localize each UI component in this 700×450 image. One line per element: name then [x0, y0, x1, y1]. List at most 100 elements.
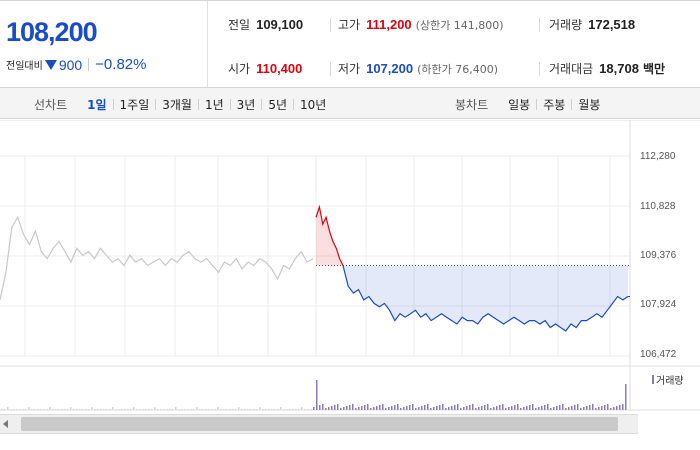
volume-bar [97, 409, 99, 410]
price-chart[interactable]: 112,280 110,828 109,376 107,924 106,472 … [0, 120, 700, 450]
volume-bar [220, 409, 222, 410]
volume-bar [469, 405, 471, 410]
volume-bar [472, 404, 474, 410]
volume-bar [616, 406, 618, 410]
price-change-row: 전일대비 900 −0.82% [6, 56, 146, 73]
volume-bar [586, 406, 588, 410]
y-tick-label: 109,376 [640, 250, 677, 261]
volume-bar [436, 406, 438, 410]
volume-bar [109, 409, 111, 410]
tab-1y[interactable]: 1년 [204, 98, 224, 112]
current-price-box: 108,200 전일대비 900 −0.82% [0, 1, 208, 87]
volume-bar [19, 409, 21, 410]
volume-bar [223, 409, 225, 410]
volume-bar [319, 405, 321, 410]
volume-bar [367, 404, 369, 410]
tab-10y[interactable]: 10년 [300, 98, 327, 112]
tab-1d[interactable]: 1일 [87, 98, 107, 112]
volume-bar [559, 405, 561, 410]
volume-bar [355, 408, 357, 410]
volume-bar [613, 407, 615, 410]
volume-bar [10, 409, 12, 410]
volume-bar [346, 406, 348, 410]
volume-bar [382, 404, 384, 410]
volume-bar [466, 406, 468, 410]
volume-bar [343, 407, 345, 410]
tab-3m[interactable]: 3개월 [162, 98, 192, 112]
scroll-thumb[interactable] [21, 417, 618, 431]
volume-bar [115, 409, 117, 410]
volume-bar [181, 409, 183, 410]
tab-monthly[interactable]: 월봉 [578, 98, 601, 112]
volume-bar [556, 406, 558, 410]
tab-1w[interactable]: 1주일 [119, 98, 150, 112]
above-reference-fill [316, 207, 343, 266]
tab-weekly[interactable]: 주봉 [543, 98, 566, 112]
volume-bar [1, 409, 3, 410]
volume-bar [595, 408, 597, 410]
volume-bar [379, 405, 381, 410]
chart-lines [0, 204, 630, 332]
volume-bar [397, 404, 399, 410]
volume-bar [598, 407, 600, 410]
divider [330, 18, 331, 32]
volume-bar [607, 404, 609, 410]
volume-bar [16, 409, 18, 410]
volume-bar [274, 409, 276, 410]
volume-bar [295, 409, 297, 410]
volume-bar [439, 405, 441, 410]
volume-bar [298, 409, 300, 410]
volume-bar [517, 404, 519, 410]
volume-bar [166, 409, 168, 410]
divider [539, 18, 540, 32]
volume-bar [589, 405, 591, 410]
volume-bar [364, 405, 366, 410]
lower-limit: (하한가 76,400) [417, 63, 499, 76]
volume-bar [412, 404, 414, 410]
volume-bar [508, 407, 510, 410]
prev-close-value: 109,100 [256, 17, 304, 32]
chart-period-tabs: 선차트 1일 1주일 3개월 1년 3년 5년 10년 봉차트 일봉 주봉 월봉 [0, 88, 700, 119]
volume-bar [391, 406, 393, 410]
volume-bar [496, 406, 498, 410]
volume-bar [487, 404, 489, 410]
divider [88, 58, 90, 71]
scroll-left-arrow-icon[interactable] [3, 420, 8, 428]
price-series-line [315, 204, 344, 266]
chart-scrollbar[interactable] [0, 414, 638, 434]
volume-bar [4, 409, 6, 410]
volume-bar [544, 405, 546, 410]
volume-bar [13, 409, 15, 410]
tab-daily[interactable]: 일봉 [508, 98, 531, 112]
volume-legend: 거래량 [652, 372, 684, 387]
volume-bar [580, 408, 582, 410]
open-value: 110,400 [256, 61, 303, 76]
volume-bar [460, 408, 462, 410]
divider [330, 62, 331, 76]
change-label: 전일대비 [6, 61, 43, 72]
tab-3y[interactable]: 3년 [236, 98, 256, 112]
volume-bar [253, 409, 255, 410]
volume-bar [370, 408, 372, 410]
volume-bar [217, 407, 219, 410]
volume-bar [91, 407, 93, 410]
divider [155, 99, 157, 110]
stat-open: 시가 110,400 [228, 60, 302, 77]
volume-bar [358, 407, 360, 410]
current-price: 108,200 [6, 17, 98, 47]
volume-bar [187, 409, 189, 410]
quote-panel: 108,200 전일대비 900 −0.82% 전일 109,100 고가 11… [0, 0, 700, 88]
prev-close-label: 전일 [228, 18, 251, 32]
volume-bar [514, 405, 516, 410]
volume-bar [373, 407, 375, 410]
volume-bar [571, 406, 573, 410]
volume-bar [352, 404, 354, 410]
divider [229, 99, 231, 110]
volume-bar [529, 405, 531, 410]
volume-bar [259, 407, 261, 410]
volume-bar [124, 409, 126, 410]
volume-bar [325, 408, 327, 410]
volume-bar [505, 408, 507, 410]
tab-5y[interactable]: 5년 [268, 98, 288, 112]
high-label: 고가 [338, 18, 361, 32]
